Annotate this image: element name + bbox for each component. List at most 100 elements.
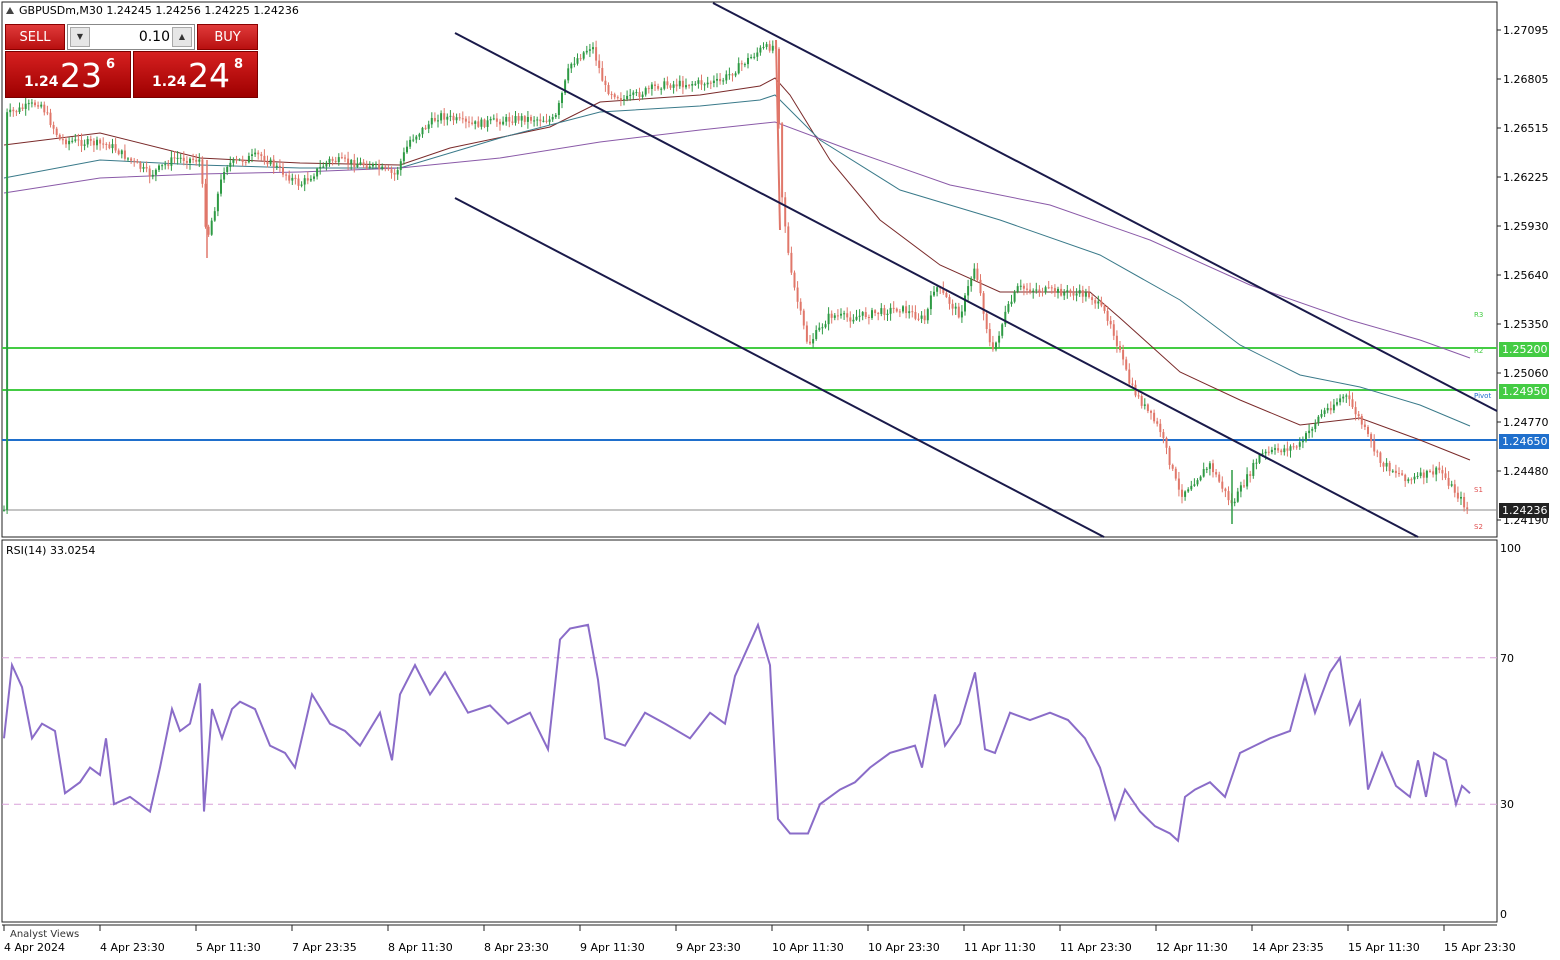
ask-sup: 8	[234, 57, 244, 72]
candle-body	[446, 116, 449, 120]
candle-body	[272, 159, 275, 168]
candle-body	[830, 313, 833, 318]
candle-body	[533, 120, 536, 122]
candle-body	[68, 140, 71, 145]
candle-body	[1398, 473, 1400, 475]
candle-body	[309, 178, 312, 181]
candle-body	[1032, 290, 1035, 292]
candle-body	[824, 324, 827, 328]
candle-body	[1097, 301, 1100, 304]
candle-body	[1060, 288, 1063, 296]
candle-body	[1013, 291, 1016, 302]
candle-body	[1128, 369, 1131, 384]
candle-body	[750, 57, 753, 59]
candle-body	[285, 174, 288, 176]
candle-body	[778, 48, 780, 124]
price-tick-label: 1.26805	[1503, 73, 1549, 86]
sell-button[interactable]: SELL	[5, 24, 65, 50]
price-tick-label: 1.25640	[1503, 269, 1549, 282]
candle-body	[1329, 407, 1332, 411]
candle-body	[592, 47, 594, 50]
candle-body	[1066, 290, 1069, 293]
candle-body	[672, 84, 675, 88]
candle-body	[520, 116, 523, 121]
candle-body	[458, 117, 461, 119]
candle-body	[852, 319, 855, 322]
bid-quote[interactable]: 1.24 23 6	[5, 51, 131, 98]
candle-body	[340, 157, 343, 159]
candle-body	[1143, 404, 1146, 406]
candle-body	[964, 295, 966, 312]
candle-body	[951, 303, 954, 309]
candle-body	[722, 80, 725, 82]
candle-body	[1255, 462, 1258, 464]
candle-body	[616, 97, 619, 99]
candle-body	[948, 297, 951, 304]
candle-body	[542, 120, 545, 122]
candle-body	[1001, 324, 1004, 336]
candle-body	[632, 92, 635, 95]
candle-body	[747, 57, 749, 65]
candle-body	[92, 140, 95, 146]
candle-body	[1292, 446, 1295, 448]
ask-quote[interactable]: 1.24 24 8	[133, 51, 258, 98]
candle-body	[61, 139, 64, 141]
candle-body	[700, 80, 703, 85]
candle-body	[189, 158, 191, 163]
candle-body	[1162, 432, 1165, 438]
volume-decrease-button[interactable]: ▼	[70, 27, 90, 47]
candle-body	[530, 116, 532, 121]
candle-body	[1156, 421, 1159, 424]
candle-body	[759, 47, 762, 53]
candle-body	[1363, 424, 1366, 428]
candle-body	[623, 99, 625, 101]
candle-body	[486, 120, 489, 127]
time-tick-label: 7 Apr 23:35	[292, 941, 357, 954]
candle-body	[123, 150, 126, 159]
candle-body	[269, 159, 272, 165]
candle-body	[793, 272, 796, 288]
candle-body	[805, 325, 808, 342]
candle-body	[1289, 446, 1292, 451]
candle-body	[247, 155, 250, 163]
candle-body	[1109, 320, 1112, 325]
candle-body	[139, 162, 142, 169]
candle-body	[1463, 496, 1466, 508]
candle-body	[880, 308, 883, 314]
candle-body	[27, 103, 30, 105]
candle-body	[836, 315, 839, 317]
time-tick-label: 15 Apr 23:30	[1444, 941, 1516, 954]
candle-body	[564, 80, 567, 94]
candle-body	[356, 163, 359, 167]
rsi-label: RSI(14) 33.0254	[6, 544, 96, 557]
candle-body	[895, 308, 898, 312]
buy-button[interactable]: BUY	[197, 24, 258, 50]
candle-body	[158, 165, 160, 170]
candle-body	[176, 157, 179, 159]
candle-body	[787, 226, 790, 253]
candle-body	[678, 80, 681, 87]
candle-body	[195, 159, 198, 162]
volume-increase-button[interactable]: ▲	[172, 27, 192, 47]
price-tick-label: 1.26225	[1503, 171, 1549, 184]
candle-body	[1091, 297, 1094, 301]
candle-body	[46, 112, 49, 114]
current-price-badge: 1.24236	[1499, 503, 1549, 518]
candle-body	[1159, 423, 1162, 433]
candle-body	[843, 313, 846, 315]
candle-body	[337, 157, 340, 162]
candle-body	[1184, 491, 1187, 497]
candle-body	[362, 162, 365, 166]
candle-body	[957, 306, 960, 318]
candle-body	[1202, 469, 1205, 477]
candle-body	[1115, 335, 1118, 346]
candle-body	[1360, 416, 1363, 425]
candle-body	[1391, 470, 1394, 472]
candle-body	[1227, 491, 1230, 501]
volume-input[interactable]	[92, 28, 170, 46]
candle-body	[210, 220, 213, 235]
candle-body	[706, 82, 709, 85]
candle-body	[96, 139, 98, 146]
